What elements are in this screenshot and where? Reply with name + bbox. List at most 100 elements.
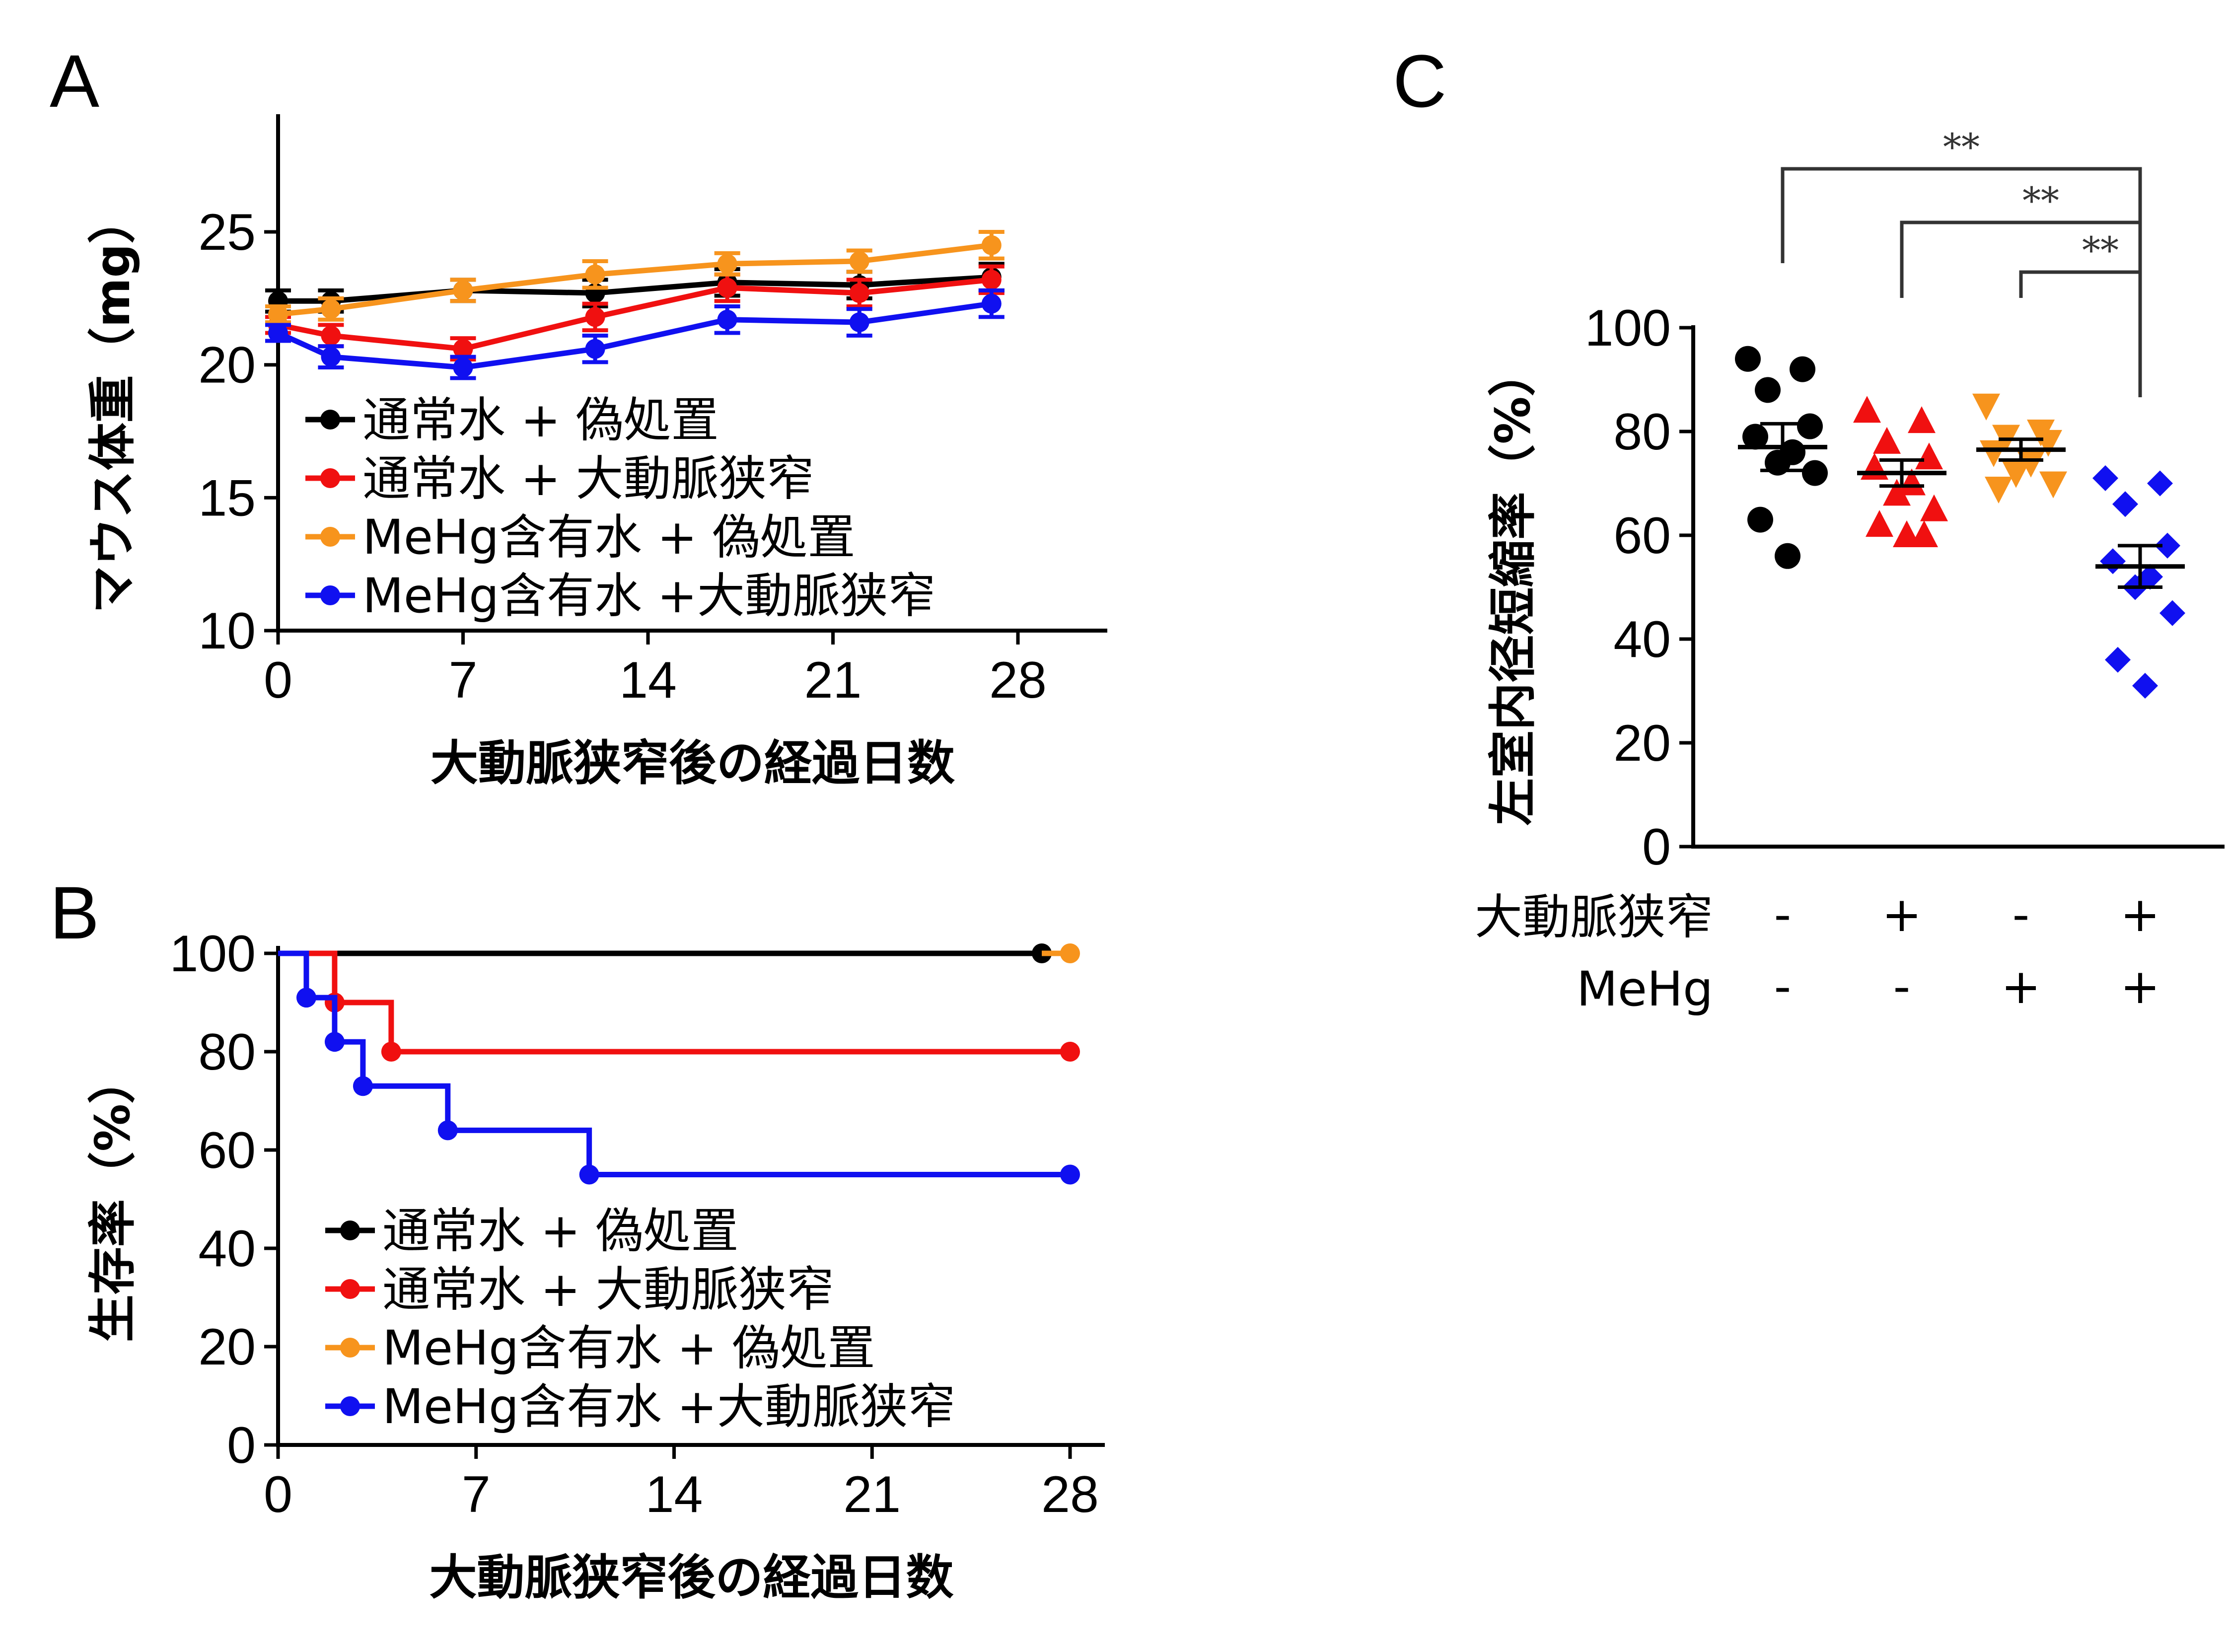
data-point	[1060, 1164, 1080, 1185]
legend-label: MeHg含有水 +大動脈狭窄	[362, 568, 935, 624]
y-tick-label: 15	[198, 469, 256, 527]
mehg-sign: -	[1893, 959, 1911, 1014]
data-point	[2105, 646, 2131, 673]
y-tick-label: 100	[1584, 299, 1671, 357]
significance-bracket	[1781, 167, 2142, 397]
data-point	[1883, 479, 1911, 506]
x-tick-label: 7	[449, 651, 478, 709]
x-tick-label: 0	[264, 1466, 292, 1523]
data-point	[324, 1032, 345, 1052]
series-3	[265, 288, 1005, 380]
group-2: -+	[1972, 393, 2067, 1014]
y-tick-label: 40	[1613, 611, 1671, 668]
data-point	[1908, 406, 1936, 433]
data-point	[321, 325, 341, 346]
data-point	[981, 270, 1002, 290]
legend-label: MeHg含有水 + 偽処置	[382, 1320, 875, 1376]
tac-sign: +	[1882, 887, 1922, 942]
data-point	[2155, 532, 2180, 559]
data-point	[2034, 430, 2062, 457]
x-tick-label: 28	[1041, 1466, 1099, 1523]
legend-label: MeHg含有水 +大動脈狭窄	[382, 1379, 955, 1435]
y-axis-label: 左室内径短縮率（%）	[1485, 349, 1541, 825]
legend-marker	[320, 527, 340, 547]
data-point	[585, 307, 605, 327]
y-tick-label: 80	[198, 1023, 256, 1081]
data-point	[1920, 494, 1948, 521]
series-line	[278, 242, 992, 317]
y-tick-label: 80	[1613, 403, 1671, 461]
legend-marker	[340, 1279, 360, 1299]
data-point	[717, 254, 737, 274]
data-point	[321, 347, 341, 367]
x-tick-label: 7	[462, 1466, 491, 1523]
data-point	[2147, 470, 2173, 497]
data-point	[1735, 346, 1761, 372]
data-point	[1972, 393, 2000, 421]
legend-marker	[340, 1396, 360, 1416]
y-tick-label: 60	[198, 1122, 256, 1179]
data-point	[2002, 461, 2030, 488]
series-1	[278, 950, 1080, 1062]
series-0	[278, 943, 1052, 963]
data-point	[849, 312, 869, 333]
significance-label: **	[2022, 180, 2059, 222]
data-point	[2132, 673, 2158, 699]
mehg-sign: -	[1774, 959, 1792, 1014]
data-point	[1775, 543, 1800, 569]
data-point	[1790, 356, 1815, 382]
y-tick-label: 20	[198, 1318, 256, 1376]
data-point	[1060, 1042, 1080, 1062]
data-point	[585, 339, 605, 359]
data-point	[1755, 377, 1781, 403]
x-tick-label: 21	[843, 1466, 901, 1523]
data-point	[1802, 460, 1828, 486]
significance-label: **	[2082, 229, 2119, 272]
series-2	[1042, 943, 1080, 963]
data-point	[381, 1042, 401, 1062]
data-point	[579, 1164, 599, 1185]
data-point	[437, 1120, 458, 1141]
data-point	[849, 251, 869, 271]
data-point	[296, 988, 316, 1008]
data-point	[2017, 450, 2045, 478]
group-1: +-	[1853, 396, 1948, 1014]
data-point	[1985, 476, 2013, 503]
group-3: ++	[2092, 465, 2185, 1014]
legend-label: MeHg含有水 + 偽処置	[362, 509, 855, 565]
x-tick-label: 14	[619, 651, 677, 709]
y-tick-label: 0	[1642, 818, 1671, 876]
data-point	[717, 278, 737, 298]
row-label-mehg: MeHg	[1577, 961, 1713, 1017]
x-tick-label: 14	[646, 1466, 703, 1523]
mehg-sign: +	[2001, 959, 2041, 1014]
x-tick-label: 0	[264, 651, 292, 709]
data-point	[1980, 440, 2008, 467]
y-tick-label: 20	[198, 337, 256, 394]
tac-sign: +	[2120, 887, 2160, 942]
series-line	[278, 950, 1070, 1055]
data-point	[268, 323, 288, 343]
series-line	[277, 301, 992, 370]
legend-marker	[320, 468, 340, 488]
data-point	[268, 304, 288, 324]
data-point	[1866, 510, 1893, 537]
data-point	[2159, 600, 2185, 626]
legend-marker	[320, 410, 340, 430]
data-point	[1797, 413, 1823, 439]
y-tick-label: 20	[1613, 715, 1671, 772]
row-label-tac: 大動脈狭窄	[1475, 889, 1713, 945]
legend-label: 通常水 + 大動脈狭窄	[362, 451, 814, 506]
legend-marker	[340, 1338, 360, 1358]
data-point	[353, 1076, 373, 1096]
y-tick-label: 100	[169, 925, 256, 983]
data-point	[1747, 506, 1773, 533]
tac-sign: -	[2013, 887, 2030, 942]
legend-marker	[320, 585, 340, 605]
data-point	[2100, 548, 2126, 575]
data-point	[717, 309, 737, 330]
y-axis-label: 生存率（%）	[85, 1056, 141, 1342]
data-point	[1060, 943, 1080, 963]
data-point	[1742, 424, 1768, 450]
